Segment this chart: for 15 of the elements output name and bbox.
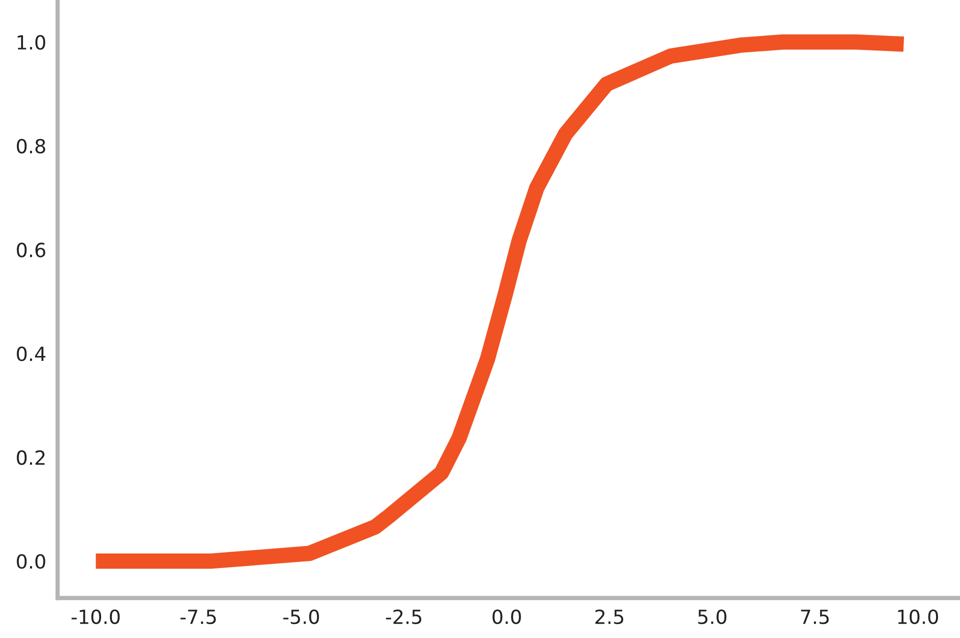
y-tick-label: 0.6 [16, 242, 46, 258]
x-tick-label: 5.0 [698, 609, 726, 624]
x-tick-label: -10.0 [72, 609, 120, 624]
y-tick-label: 0.8 [16, 138, 46, 154]
x-tick-label: 10.0 [898, 609, 938, 624]
x-tick-label: 2.5 [595, 609, 624, 624]
y-tick-label: 1.0 [18, 35, 46, 50]
x-tick-label: 7.5 [801, 610, 829, 624]
x-tick-label: 0.0 [492, 609, 521, 624]
y-tick-label: 0.2 [16, 450, 45, 465]
x-tick-label: -7.5 [180, 610, 216, 624]
x-tick-label: -5.0 [283, 609, 319, 624]
y-tick-label: 0.0 [16, 554, 46, 569]
y-tick-label: 0.4 [16, 346, 46, 362]
x-tick-label: -2.5 [386, 609, 422, 624]
